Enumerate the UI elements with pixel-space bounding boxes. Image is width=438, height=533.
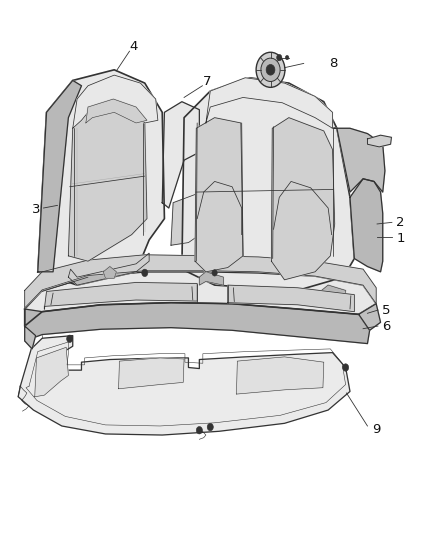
Circle shape — [286, 55, 289, 60]
Text: 3: 3 — [32, 203, 41, 215]
Text: 5: 5 — [382, 304, 391, 317]
Polygon shape — [332, 128, 385, 192]
Polygon shape — [162, 102, 199, 208]
Polygon shape — [38, 70, 164, 285]
Polygon shape — [321, 285, 346, 298]
Polygon shape — [25, 272, 376, 326]
Polygon shape — [199, 272, 223, 285]
Polygon shape — [103, 266, 117, 278]
Circle shape — [256, 52, 285, 87]
Polygon shape — [171, 192, 204, 245]
Circle shape — [266, 64, 275, 75]
Polygon shape — [25, 303, 370, 344]
Text: 7: 7 — [202, 75, 211, 88]
Text: 4: 4 — [130, 41, 138, 53]
Polygon shape — [206, 78, 332, 128]
Polygon shape — [25, 326, 35, 349]
Polygon shape — [18, 336, 350, 435]
Polygon shape — [237, 357, 324, 394]
Circle shape — [212, 270, 217, 276]
Polygon shape — [195, 118, 243, 272]
Polygon shape — [38, 80, 81, 272]
Polygon shape — [119, 358, 184, 389]
Circle shape — [142, 269, 148, 277]
Text: 2: 2 — [396, 216, 405, 229]
Polygon shape — [25, 255, 376, 308]
Polygon shape — [182, 78, 354, 290]
Polygon shape — [35, 348, 68, 397]
Polygon shape — [86, 99, 147, 123]
Polygon shape — [68, 107, 147, 261]
Polygon shape — [272, 118, 335, 280]
Circle shape — [261, 58, 280, 82]
Circle shape — [196, 426, 202, 434]
Circle shape — [207, 423, 213, 431]
Text: 6: 6 — [382, 320, 391, 333]
Circle shape — [277, 54, 282, 61]
Polygon shape — [359, 304, 381, 330]
Polygon shape — [73, 75, 158, 128]
Polygon shape — [367, 135, 392, 147]
Text: 9: 9 — [372, 423, 380, 436]
Polygon shape — [44, 282, 197, 309]
Text: 1: 1 — [396, 232, 405, 245]
Circle shape — [343, 364, 349, 371]
Circle shape — [67, 335, 73, 343]
Polygon shape — [68, 253, 149, 285]
Polygon shape — [228, 285, 354, 312]
Text: 8: 8 — [329, 57, 338, 70]
Polygon shape — [350, 179, 383, 272]
